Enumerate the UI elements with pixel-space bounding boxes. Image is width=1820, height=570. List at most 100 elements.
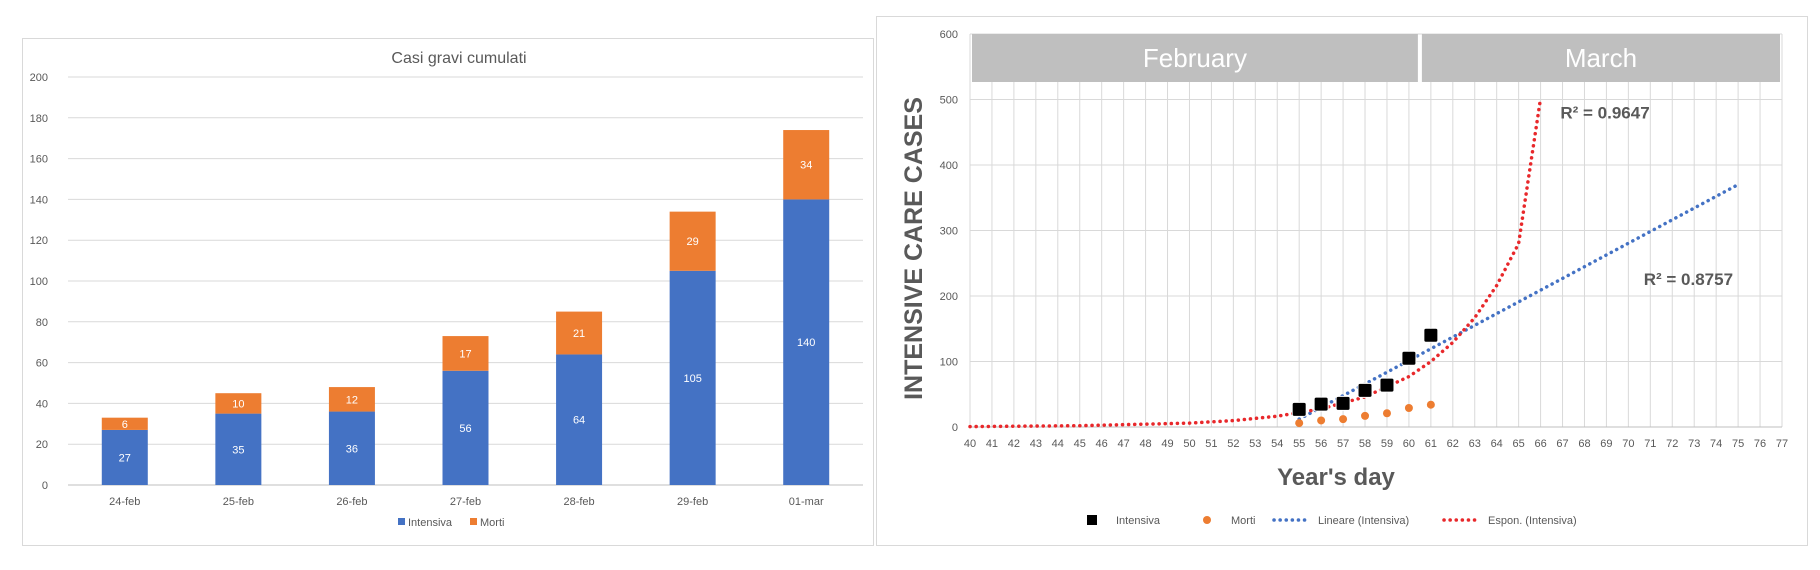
y-tick-label: 500 [940,95,958,107]
x-tick-label: 72 [1666,438,1678,450]
point-intensiva [1335,395,1351,411]
stacked-bar-chart-panel: Casi gravi cumulati 0 20 40 60 80 100 120 140 160… [22,38,874,546]
x-tick-label: 69 [1600,438,1612,450]
x-tick-label: 48 [1139,438,1151,450]
x-tick-label: 49 [1161,438,1173,450]
y-tick-label: 400 [940,160,958,172]
y-tick-label: 200 [30,72,48,84]
bar-intensiva [783,199,830,485]
bar-morti [783,130,830,200]
y-tick-label: 200 [940,291,958,303]
month-band [1421,34,1780,82]
y-tick-label: 40 [36,398,48,410]
x-tick-label: 68 [1578,438,1590,450]
stacked-bar-chart: Casi gravi cumulati 0 20 40 60 80 100 120 140 160… [30,50,863,529]
y-tick-label: 20 [36,439,48,451]
x-tick-label: 47 [1117,438,1129,450]
data-label: 12 [346,394,358,406]
x-tick-label: 51 [1205,438,1217,450]
bar-morti [328,387,375,412]
legend-swatch [398,518,405,525]
month-label: March [1565,43,1637,73]
point-morti [1339,415,1348,424]
x-tick-label: 26-feb [336,496,367,508]
point-intensiva [1357,382,1373,398]
bar-morti [669,211,716,271]
x-axis-title: Year's day [1277,464,1395,491]
x-tick-label: 01-mar [789,496,824,508]
chart-title: Casi gravi cumulati [391,50,526,67]
bar-intensiva [328,411,375,485]
r-squared-annotation: R² = 0.8757 [1644,270,1733,289]
bar-morti [442,336,489,371]
x-tick-label: 64 [1491,438,1503,450]
y-tick-label: 80 [36,317,48,329]
x-tick-label: 59 [1381,438,1393,450]
bar-intensiva [215,413,262,485]
legend-marker [1087,515,1097,525]
y-tick-label: 120 [30,235,48,247]
y-tick-label: 160 [30,154,48,166]
x-tick-label: 29-feb [677,496,708,508]
x-tick-label: 50 [1183,438,1195,450]
scatter-trend-chart: 40 41 42 43 44 45 46 47 48 49 50 51 52 53 54 55 56 57 58 59… [900,29,1788,527]
x-tick-label: 25-feb [223,496,254,508]
legend-label: Morti [1231,515,1255,527]
x-tick-label: 67 [1556,438,1568,450]
point-intensiva [1313,396,1329,412]
y-axis-title: INTENSIVE CARE CASES [900,97,928,400]
x-tick-label: 61 [1425,438,1437,450]
y-tick-label: 300 [940,226,958,238]
bar-intensiva [556,354,603,485]
legend-label: Intensiva [1116,515,1161,527]
x-tick-label: 43 [1030,438,1042,450]
x-tick-label: 42 [1008,438,1020,450]
data-label: 34 [800,160,812,172]
x-tick-label: 71 [1644,438,1656,450]
x-tick-label: 76 [1754,438,1766,450]
x-tick-label: 65 [1513,438,1525,450]
point-morti [1404,404,1413,413]
x-tick-label: 40 [964,438,976,450]
bar-intensiva [669,270,716,485]
x-tick-label: 75 [1732,438,1744,450]
x-tick-label: 74 [1710,438,1722,450]
x-tick-label: 73 [1688,438,1700,450]
x-tick-label: 77 [1776,438,1788,450]
x-tick-label: 63 [1469,438,1481,450]
data-label: 64 [573,415,585,427]
legend-label: Espon. (Intensiva) [1488,515,1577,527]
x-tick-label: 58 [1359,438,1371,450]
point-intensiva [1291,401,1307,417]
point-morti [1361,411,1370,420]
point-morti [1426,400,1435,409]
linear-trendline [1297,182,1740,421]
x-tick-label: 56 [1315,438,1327,450]
data-label: 21 [573,328,585,340]
bar-morti [215,393,262,414]
r-squared-annotation: R² = 0.9647 [1560,104,1649,123]
bar-morti [556,311,603,355]
month-band [972,34,1418,82]
y-tick-label: 100 [940,357,958,369]
data-label: 56 [459,423,471,435]
x-tick-label: 62 [1447,438,1459,450]
y-tick-label: 0 [42,480,48,492]
scatter-trend-chart-panel: 40 41 42 43 44 45 46 47 48 49 50 51 52 53 54 55 56 57 58 59… [876,16,1808,546]
x-tick-label: 57 [1337,438,1349,450]
data-label: 17 [459,348,471,360]
legend-label: Intensiva [408,517,453,529]
x-tick-label: 44 [1052,438,1064,450]
data-label: 140 [797,337,815,349]
y-tick-label: 60 [36,358,48,370]
bar-morti [101,417,148,430]
point-intensiva [1423,327,1439,343]
data-label: 27 [119,452,131,464]
y-tick-label: 100 [30,276,48,288]
x-tick-label: 55 [1293,438,1305,450]
x-tick-label: 52 [1227,438,1239,450]
y-tick-label: 600 [940,29,958,41]
point-intensiva [1379,377,1395,393]
point-morti [1295,419,1304,428]
legend-swatch [470,518,477,525]
